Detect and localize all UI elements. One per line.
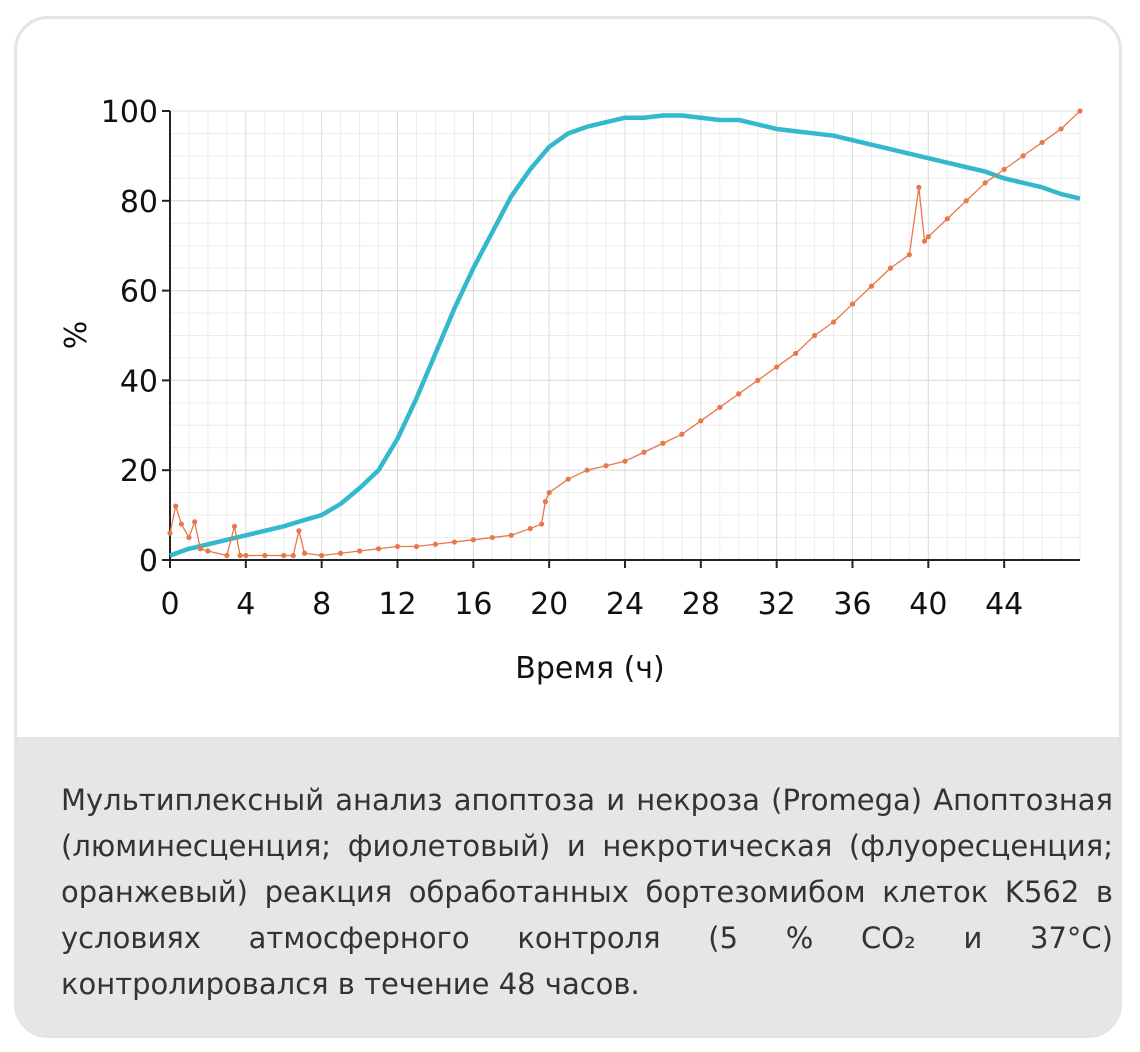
y-tick-label: 60 <box>120 275 158 310</box>
point <box>451 539 457 545</box>
point <box>603 463 609 469</box>
point <box>470 537 476 543</box>
point <box>356 548 363 554</box>
x-tick-label: 40 <box>909 587 947 622</box>
x-tick-label: 28 <box>682 587 720 622</box>
x-tick-label: 12 <box>378 587 416 622</box>
y-tick-label: 0 <box>139 544 158 579</box>
point <box>717 404 723 410</box>
point <box>508 532 514 538</box>
point <box>565 476 571 482</box>
point <box>231 523 238 529</box>
point <box>944 216 950 222</box>
point <box>538 521 545 527</box>
x-tick-label: 0 <box>160 587 179 622</box>
point <box>262 552 268 559</box>
point <box>489 534 495 541</box>
point <box>237 552 243 559</box>
x-tick-label: 20 <box>530 587 568 622</box>
point <box>1039 139 1045 146</box>
point <box>542 499 548 505</box>
caption: Мультиплексный анализ апоптоза и некроза… <box>61 783 1113 1001</box>
point <box>224 552 230 559</box>
point <box>178 521 184 527</box>
point <box>1020 153 1026 159</box>
point <box>660 440 666 446</box>
point <box>338 550 344 556</box>
point <box>849 301 856 307</box>
point <box>205 548 211 554</box>
point <box>432 541 439 547</box>
point <box>1077 108 1083 114</box>
x-axis-label: Время (ч) <box>515 651 664 686</box>
point <box>186 534 192 541</box>
point <box>868 283 875 289</box>
series-line <box>169 113 1081 558</box>
chart: Время (ч) % 0 20 40 60 80 100 0 4 8 12 16 20 24 28 32 3… <box>59 95 1083 686</box>
point <box>925 234 931 240</box>
point <box>622 458 628 464</box>
point <box>243 552 249 559</box>
y-tick-label: 40 <box>120 364 158 399</box>
point <box>319 552 325 559</box>
point <box>197 546 203 552</box>
point <box>1058 126 1064 132</box>
point <box>584 467 590 473</box>
x-tick-label: 4 <box>236 587 255 622</box>
point <box>982 180 988 186</box>
x-tick-label: 8 <box>312 587 331 622</box>
caption-panel: Мультиплексный анализ апоптоза и некроза… <box>17 737 1119 1035</box>
point <box>774 364 780 370</box>
x-tick-label: 16 <box>454 587 492 622</box>
point <box>736 391 742 397</box>
point <box>698 418 704 424</box>
point <box>296 528 302 534</box>
point <box>192 519 198 525</box>
point <box>887 265 894 271</box>
x-tick-label: 36 <box>833 587 871 622</box>
x-tick-label: 24 <box>606 587 644 622</box>
y-tick-label: 80 <box>120 185 158 220</box>
point <box>290 552 296 559</box>
x-tick-label: 32 <box>758 587 796 622</box>
point <box>916 184 922 190</box>
point <box>173 503 179 509</box>
point <box>1001 166 1007 172</box>
y-axis-label: % <box>59 321 94 350</box>
point <box>375 546 382 552</box>
x-tick-label: 44 <box>985 587 1023 622</box>
point <box>527 525 533 532</box>
point <box>793 350 799 357</box>
point <box>811 332 818 339</box>
point <box>679 431 685 437</box>
point <box>906 252 912 258</box>
point <box>963 198 969 204</box>
point <box>281 552 287 559</box>
point <box>167 530 173 536</box>
point <box>302 550 308 556</box>
point <box>394 543 401 550</box>
y-tick-label: 100 <box>101 95 158 130</box>
point <box>830 319 837 325</box>
y-tick-label: 20 <box>120 454 158 489</box>
point <box>755 377 761 383</box>
point <box>546 490 552 496</box>
point <box>921 238 928 244</box>
point <box>641 449 647 455</box>
point <box>413 543 420 550</box>
